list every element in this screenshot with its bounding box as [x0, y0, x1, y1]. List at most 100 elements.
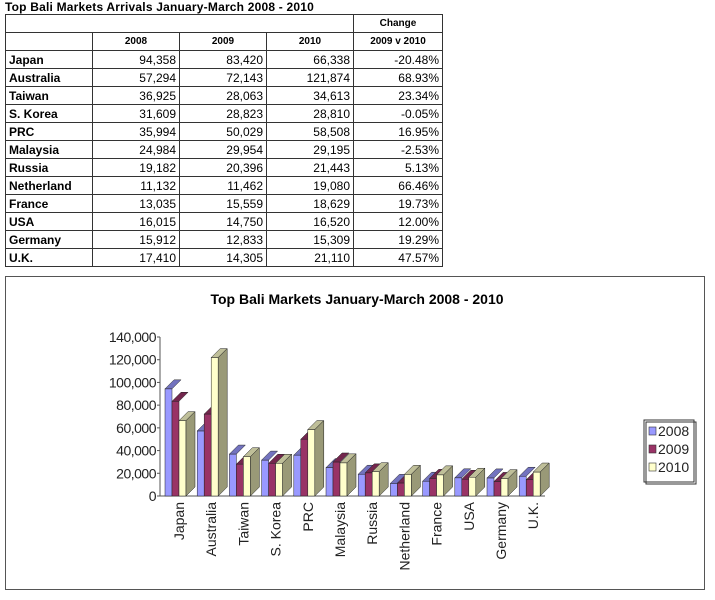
country-cell: France — [5, 194, 93, 213]
value-cell: 15,912 — [92, 230, 180, 249]
bar-side — [475, 467, 486, 497]
x-category-label: S. Korea — [268, 502, 284, 557]
bar-2010 — [436, 474, 444, 497]
bar-2010 — [178, 420, 187, 497]
x-category-label: USA — [461, 501, 477, 530]
y-tick-label: 120,000 — [109, 352, 157, 368]
value-cell: 16,520 — [266, 212, 354, 231]
bar-2008 — [486, 477, 495, 497]
legend-label-2010: 2010 — [658, 459, 689, 475]
x-category-label: France — [429, 502, 445, 546]
table-row: France 13,035 15,559 18,629 19.73% — [5, 194, 443, 213]
y-tick-label: 140,000 — [109, 329, 157, 345]
bar-top-2009 — [332, 452, 350, 463]
bar-2009 — [525, 479, 534, 497]
table-row: Malaysia 24,984 29,954 29,195 -2.53% — [5, 140, 443, 159]
bar-top-2008 — [518, 466, 536, 477]
bar-2008 — [196, 430, 205, 497]
bar-2010 — [371, 471, 380, 497]
bar-side — [185, 411, 196, 497]
bar-top-2009 — [171, 392, 189, 402]
bar-2008 — [454, 477, 463, 497]
value-cell: 13,035 — [92, 194, 180, 213]
legend-swatch-2008 — [648, 426, 657, 436]
x-category-label: Germany — [493, 502, 509, 560]
bar-side — [250, 447, 260, 497]
bar-side — [507, 469, 518, 497]
change-cell: 68.93% — [353, 68, 443, 87]
bar-side — [346, 453, 357, 497]
x-category-label: PRC — [300, 502, 316, 532]
bar-2009 — [236, 463, 244, 497]
value-cell: 94,358 — [92, 50, 180, 69]
bar-2008 — [229, 453, 237, 497]
y-tick-label: 20,000 — [116, 465, 157, 481]
chart-container — [5, 276, 705, 590]
country-cell: Germany — [5, 230, 93, 249]
bar-2010 — [532, 471, 541, 497]
legend-shadow — [645, 421, 697, 485]
value-cell: 16,015 — [92, 212, 180, 231]
bar-top-2008 — [454, 468, 472, 479]
bar-side — [282, 453, 292, 497]
bar-2010 — [500, 478, 509, 497]
bar-2008 — [390, 483, 398, 497]
table-row: Australia 57,294 72,143 121,874 68.93% — [5, 68, 443, 87]
bar-2009 — [461, 478, 470, 497]
bar-2009 — [332, 461, 341, 497]
bar-2010 — [404, 474, 412, 497]
x-category-label: Japan — [171, 502, 187, 540]
x-category-label: U.K. — [525, 502, 541, 529]
x-category-label: Netherland — [396, 502, 412, 571]
bar-2008 — [293, 454, 302, 497]
bar-2009 — [171, 401, 180, 497]
x-category-label: Malaysia — [332, 502, 348, 557]
bar-2009 — [268, 463, 276, 497]
bar-side — [411, 464, 421, 497]
bar-2010 — [468, 476, 477, 497]
bar-2010 — [307, 429, 316, 497]
change-cell: -20.48% — [353, 50, 443, 69]
bar-side — [314, 419, 325, 497]
table-row: Netherland 11,132 11,462 19,080 66.46% — [5, 176, 443, 195]
table-row: S. Korea 31,609 28,823 28,810 -0.05% — [5, 104, 443, 123]
x-category-label: Russia — [364, 502, 380, 545]
country-cell: U.K. — [5, 248, 93, 267]
value-cell: 21,110 — [266, 248, 354, 267]
bar-top-2008 — [486, 468, 504, 479]
y-tick-label: 100,000 — [109, 374, 157, 390]
bar-2010 — [339, 462, 348, 497]
country-cell: Netherland — [5, 176, 93, 195]
bar-top-2008 — [260, 450, 279, 461]
value-cell: 15,559 — [179, 194, 267, 213]
table-row: U.K. 17,410 14,305 21,110 47.57% — [5, 248, 443, 267]
chart-title: Top Bali Markets January-March 2008 - 20… — [210, 291, 503, 307]
table-row: Japan 94,358 83,420 66,338 -20.48% — [5, 50, 443, 69]
bar-2009 — [397, 482, 405, 497]
y-tick-label: 60,000 — [116, 420, 157, 436]
legend-label-2009: 2009 — [658, 441, 689, 457]
bar-2008 — [325, 467, 334, 497]
table-title: Top Bali Markets Arrivals January-March … — [5, 0, 315, 14]
value-cell: 72,143 — [179, 68, 267, 87]
bar-2009 — [203, 413, 212, 497]
change-cell: -2.53% — [353, 140, 443, 159]
y-tick-label: 80,000 — [116, 397, 157, 413]
value-cell: 36,925 — [92, 86, 180, 105]
bar-2009 — [493, 481, 502, 497]
bar-2010 — [210, 357, 219, 497]
bar-side — [378, 462, 389, 497]
bar-side — [443, 465, 453, 497]
country-cell: Japan — [5, 50, 93, 69]
value-cell: 24,984 — [92, 140, 180, 159]
value-cell: 28,810 — [266, 104, 354, 123]
bar-2009 — [300, 438, 309, 497]
bar-2010 — [243, 456, 251, 497]
value-cell: 17,410 — [92, 248, 180, 267]
bar-side — [539, 462, 550, 497]
table-row: Germany 15,912 12,833 15,309 19.29% — [5, 230, 443, 249]
value-cell: 50,029 — [179, 122, 267, 141]
value-cell: 121,874 — [266, 68, 354, 87]
x-category-label: Taiwan — [235, 502, 251, 546]
